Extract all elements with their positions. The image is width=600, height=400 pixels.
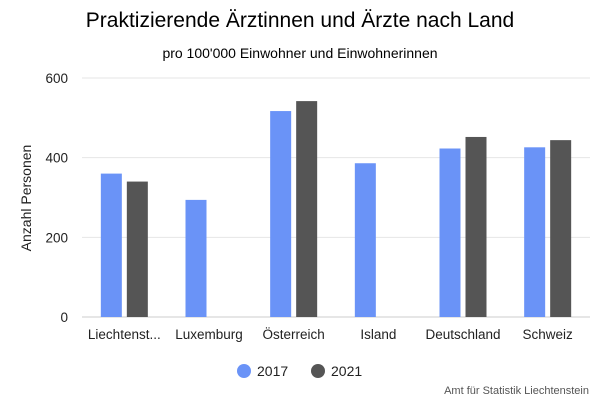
legend-label: 2021: [331, 363, 362, 379]
legend-label: 2017: [257, 363, 288, 379]
x-axis-categories: Liechtenst... Luxemburg Österreich Island De…: [88, 327, 573, 342]
bar-2021[interactable]: [550, 140, 572, 317]
y-tick-label: 400: [45, 151, 68, 166]
chart-title: Praktizierende Ärztinnen und Ärzte nach …: [86, 9, 514, 32]
y-axis-ticks: 0 200 400 600: [45, 71, 68, 325]
bar-2017[interactable]: [439, 148, 461, 317]
source-credit: Amt für Statistik Liechtenstein: [444, 385, 589, 397]
chart-subtitle: pro 100'000 Einwohner und Einwohnerinnen: [162, 45, 437, 61]
bar-2021[interactable]: [126, 181, 148, 317]
bar-2021[interactable]: [296, 101, 318, 317]
y-tick-label: 200: [45, 230, 68, 245]
x-category-label: Liechtenst...: [88, 327, 161, 342]
legend[interactable]: 2017 2021: [237, 363, 362, 379]
bar-2017[interactable]: [354, 163, 376, 317]
bar-2021[interactable]: [465, 136, 487, 317]
x-category-label: Schweiz: [523, 327, 574, 342]
x-category-label: Luxemburg: [175, 327, 243, 342]
y-tick-label: 600: [45, 71, 68, 86]
y-tick-label: 0: [60, 310, 68, 325]
x-category-label: Österreich: [263, 327, 325, 342]
y-axis-label: Anzahl Personen: [18, 145, 34, 252]
legend-marker: [237, 364, 251, 378]
bar-2017[interactable]: [270, 111, 292, 317]
gridlines: [82, 77, 590, 318]
bars: [100, 101, 572, 317]
x-category-label: Island: [360, 327, 396, 342]
bar-2017[interactable]: [100, 173, 122, 317]
legend-marker: [311, 364, 325, 378]
bar-2017[interactable]: [524, 147, 546, 317]
bar-2017[interactable]: [185, 199, 207, 317]
x-category-label: Deutschland: [425, 327, 500, 342]
